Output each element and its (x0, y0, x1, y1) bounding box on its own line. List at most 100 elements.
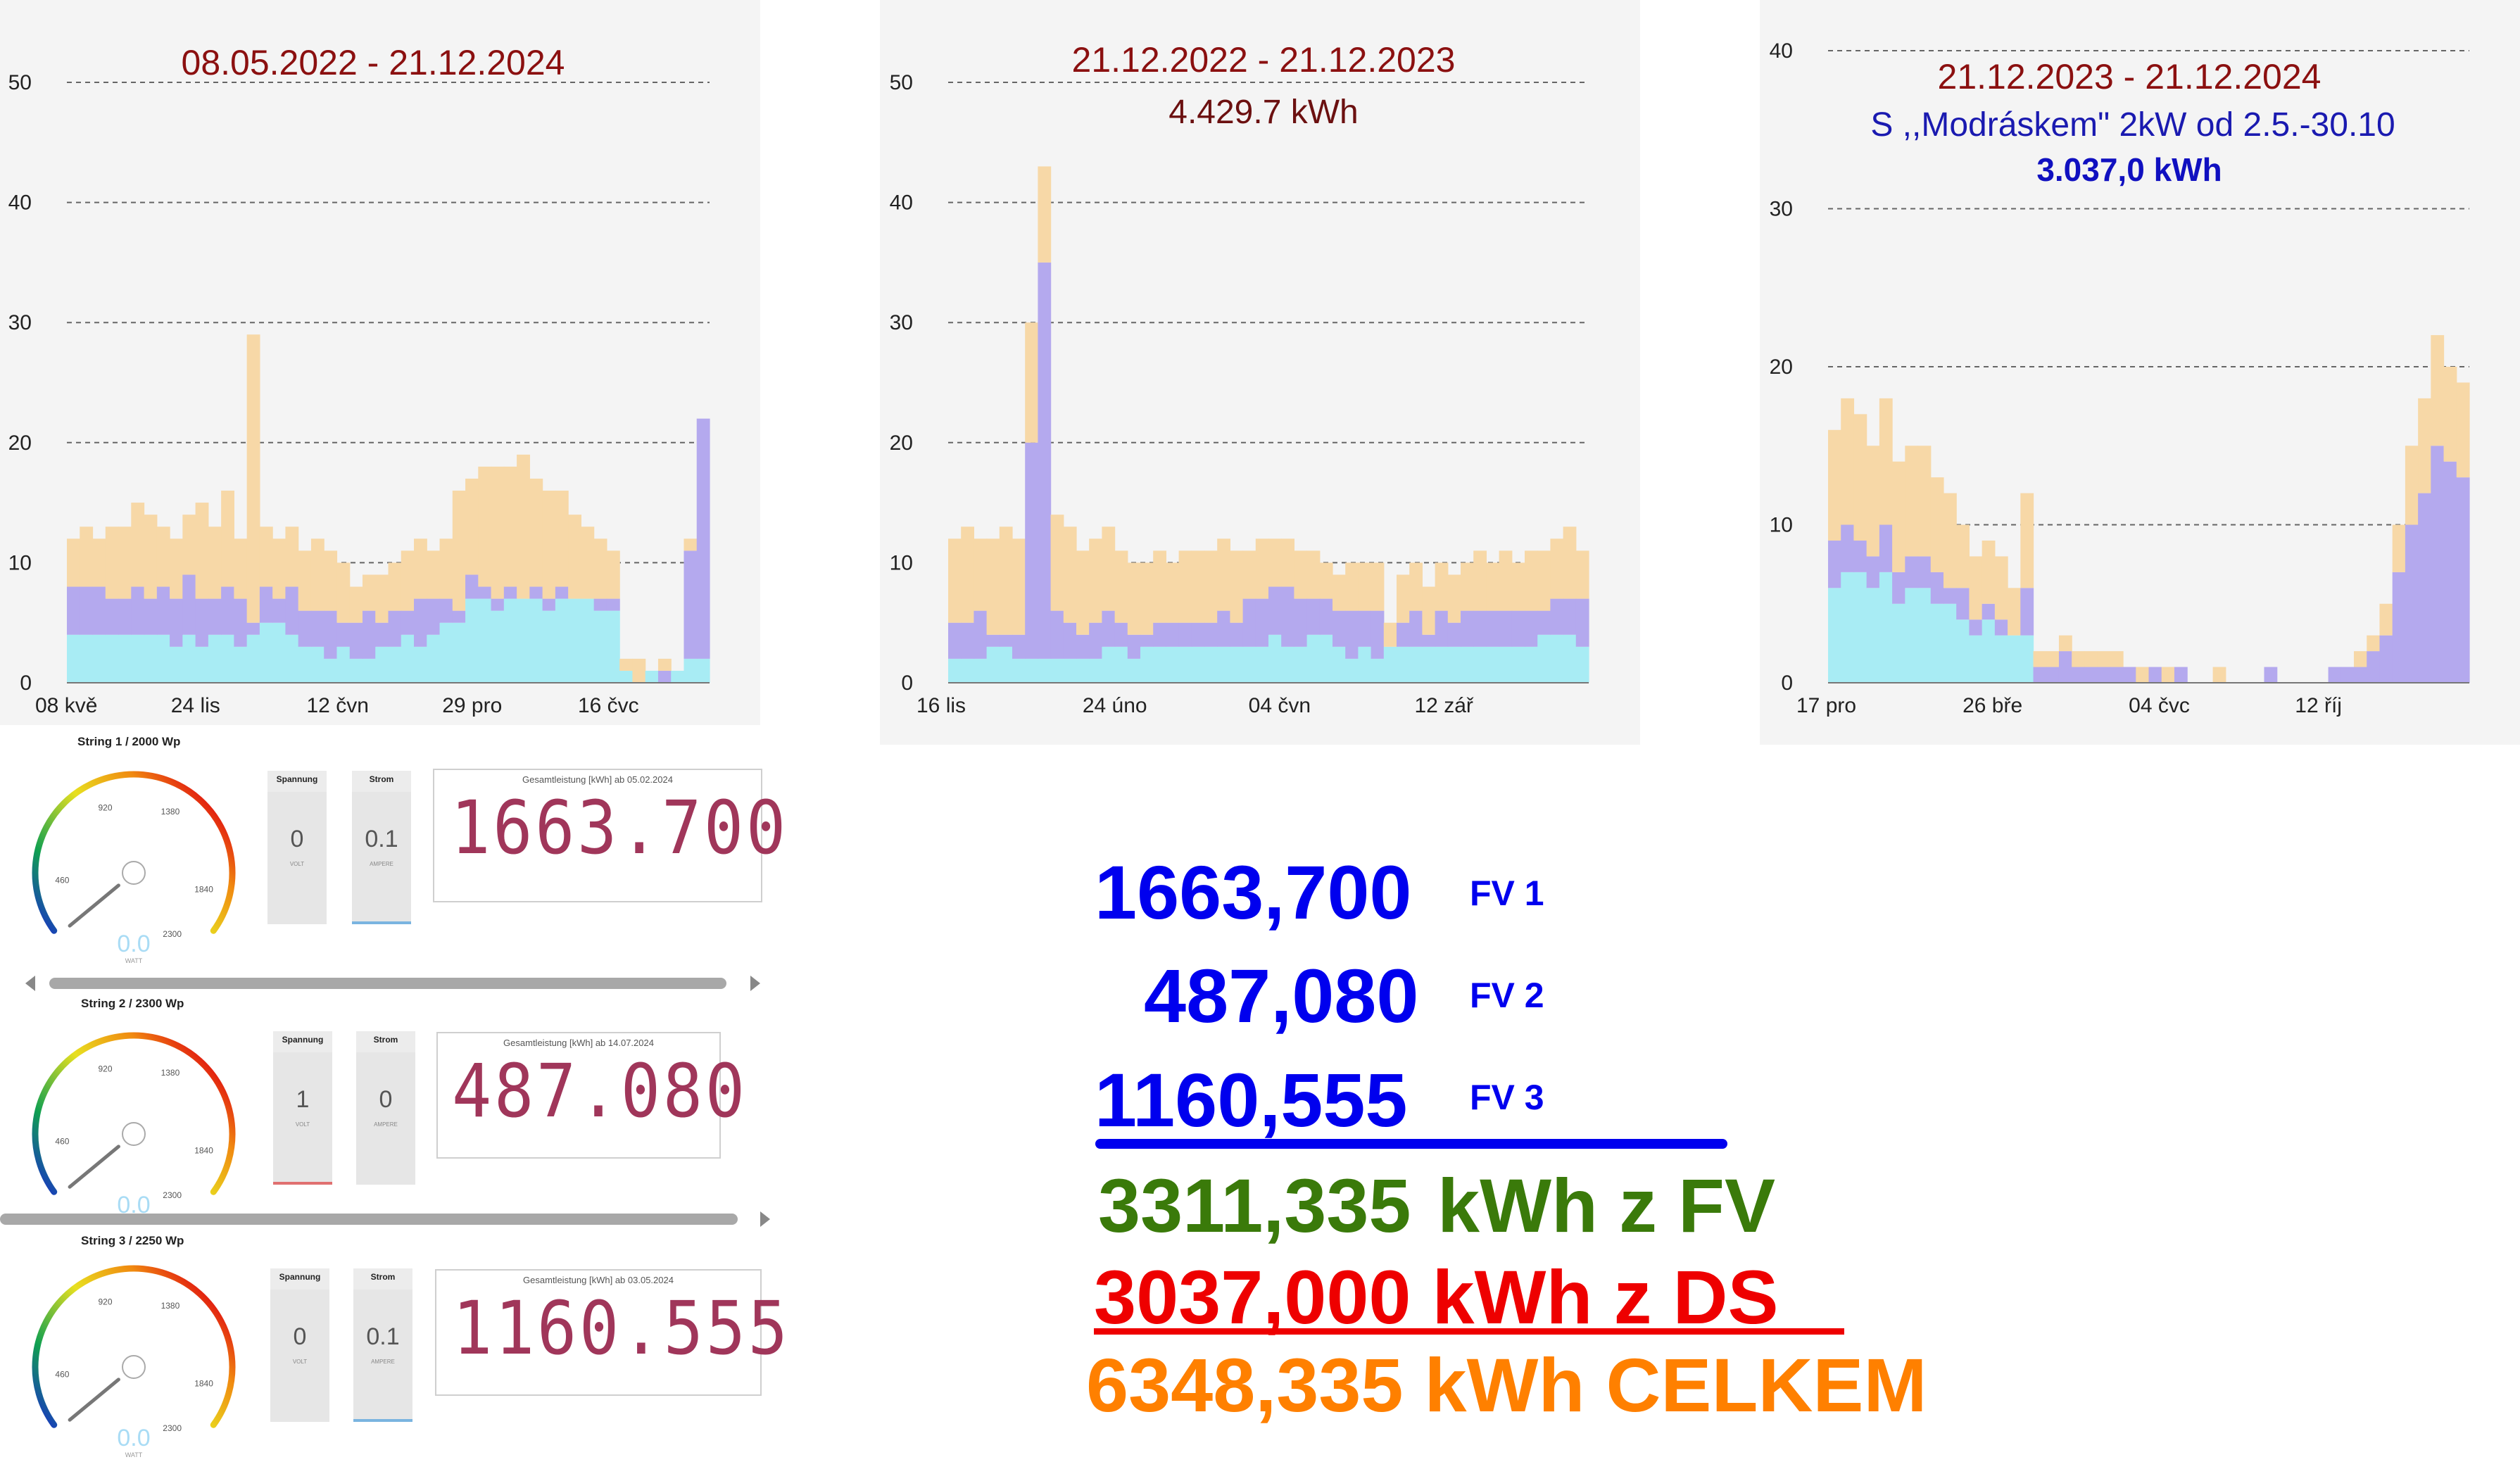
chart-1-title: 08.05.2022 - 21.12.2024 (181, 43, 565, 82)
chart-2-bar (1409, 646, 1423, 683)
chart-2-bar (1294, 550, 1308, 599)
chart-2-bar (1204, 550, 1218, 623)
chart-2-bar (1575, 598, 1589, 647)
scroll-left-arrow[interactable] (25, 976, 35, 991)
chart-3-bar (2392, 572, 2406, 683)
chart-1-bar (298, 646, 312, 683)
string-3-strom-value: 0.1 (366, 1323, 400, 1350)
chart-3-bar (1866, 588, 1880, 683)
chart-2-bar (1294, 598, 1308, 647)
chart-2-bar (1063, 527, 1077, 623)
chart-1-bar (349, 658, 363, 683)
chart-3-bar (1969, 635, 1983, 683)
chart-1-bar (362, 610, 376, 659)
chart-3-bar (1892, 461, 1905, 572)
string-3-spannung-meter: Spannung 0 VOLT (270, 1268, 329, 1422)
chart-1-bar (195, 598, 209, 647)
chart-3-bar (1930, 603, 1944, 683)
scrollbar-thumb-2[interactable] (0, 1214, 738, 1225)
chart-3-bar (1879, 572, 1893, 683)
chart-2-bar (1473, 610, 1487, 647)
chart-3-bar (2072, 667, 2085, 683)
chart-2-bar (1063, 658, 1077, 683)
chart-1-bar (388, 610, 402, 647)
chart-3-xtick: 17 pro (1796, 694, 1856, 717)
chart-1-ytick: 10 (8, 551, 32, 574)
chart-3-bar (2020, 588, 2034, 636)
chart-1-bar (375, 574, 389, 623)
chart-1-bar (478, 466, 492, 587)
chart-1-bar (542, 610, 556, 683)
chart-3-bar (1969, 619, 1983, 636)
chart-2-bar (999, 527, 1013, 635)
chart-1-bar (67, 586, 80, 635)
scroll-right-arrow-2[interactable] (760, 1211, 770, 1227)
gauge-value: 0.0 (117, 931, 150, 957)
chart-1-ytick: 0 (20, 672, 32, 695)
chart-1-bar (606, 550, 620, 599)
chart-1-bar (375, 622, 389, 647)
chart-1-bar (195, 646, 209, 683)
fv3-value: 1160,555 (1095, 1057, 1408, 1142)
chart-3-bar (2379, 635, 2393, 683)
chart-2-bar (1499, 610, 1513, 647)
chart-1-bar (362, 658, 376, 683)
chart-2-bar (1140, 634, 1154, 647)
chart-1-bar (170, 598, 183, 647)
gauge-needle (68, 1145, 120, 1189)
chart-2-bar (1422, 634, 1436, 647)
chart-1-bar (105, 634, 119, 683)
chart-2-bar (1076, 658, 1090, 683)
chart-1-bar (478, 586, 492, 599)
gauge-label: 2300 (163, 1190, 182, 1200)
chart-1-bar (542, 598, 556, 611)
chart-2-bar (1217, 646, 1230, 683)
string-3-title: String 3 / 2250 Wp (81, 1234, 184, 1247)
chart-2-bar (1204, 646, 1218, 683)
chart-1-bar (336, 646, 351, 683)
chart-3-bar (2033, 651, 2047, 667)
chart-2-bar (948, 622, 962, 659)
chart-1-bar (465, 478, 479, 575)
chart-1-bar (581, 598, 595, 683)
scroll-right-arrow[interactable] (750, 976, 760, 991)
chart-2-bar (1319, 598, 1333, 635)
chart-2-bar (1089, 622, 1102, 659)
chart-1-bar (182, 574, 196, 635)
chart-1-bar (118, 527, 132, 599)
chart-1-bar (272, 538, 286, 599)
string-2-lcd: Gesamtleistung [kWh] ab 14.07.2024 487.0… (436, 1032, 745, 1159)
string-monitor-2: String 2 / 2300 Wp 460 920 1380 1840 2300 0.0… (0, 992, 781, 1227)
chart-3-bar (2418, 493, 2431, 683)
chart-2-bar (1038, 166, 1052, 263)
chart-3-bar (2110, 667, 2124, 683)
chart-3-bar (1956, 524, 1970, 588)
chart-3-bar (1853, 414, 1867, 541)
chart-2-bar (1383, 622, 1397, 647)
chart-1-bar (542, 491, 556, 599)
chart-1-bar (285, 634, 299, 683)
chart-panel-2: 0 10 20 30 40 50 16 lis 24 úno 04 čvn 12 zář 21.1… (880, 0, 1640, 745)
chart-2-bar (1409, 610, 1423, 647)
chart-2-bar (1230, 550, 1244, 623)
chart-3-bar (2431, 446, 2445, 683)
chart-3-subtitle2: 3.037,0 kWh (2036, 151, 2222, 188)
scrollbar-thumb-1[interactable] (49, 978, 726, 989)
gauge-arc (32, 1265, 236, 1428)
chart-1-bar (234, 598, 248, 647)
string-2-lcd-header: Gesamtleistung [kWh] ab 14.07.2024 (503, 1038, 654, 1048)
gauge-label: 1840 (194, 1378, 213, 1388)
chart-3-bar (1994, 619, 2008, 636)
chart-1-bar (182, 515, 196, 575)
gauge-arc (32, 771, 236, 934)
chart-3-bar (1982, 619, 1996, 683)
chart-2-bar (1050, 658, 1064, 683)
gauge-hub (122, 861, 146, 885)
string-1-lcd-value: 1663.700 (451, 785, 788, 871)
chart-1-bar (491, 466, 505, 599)
chart-2-xtick: 12 zář (1414, 694, 1473, 717)
chart-2-bar (1345, 658, 1359, 683)
chart-1-bar (362, 574, 376, 611)
chart-3-bar (1879, 524, 1893, 572)
chart-2-bar (1166, 622, 1180, 647)
